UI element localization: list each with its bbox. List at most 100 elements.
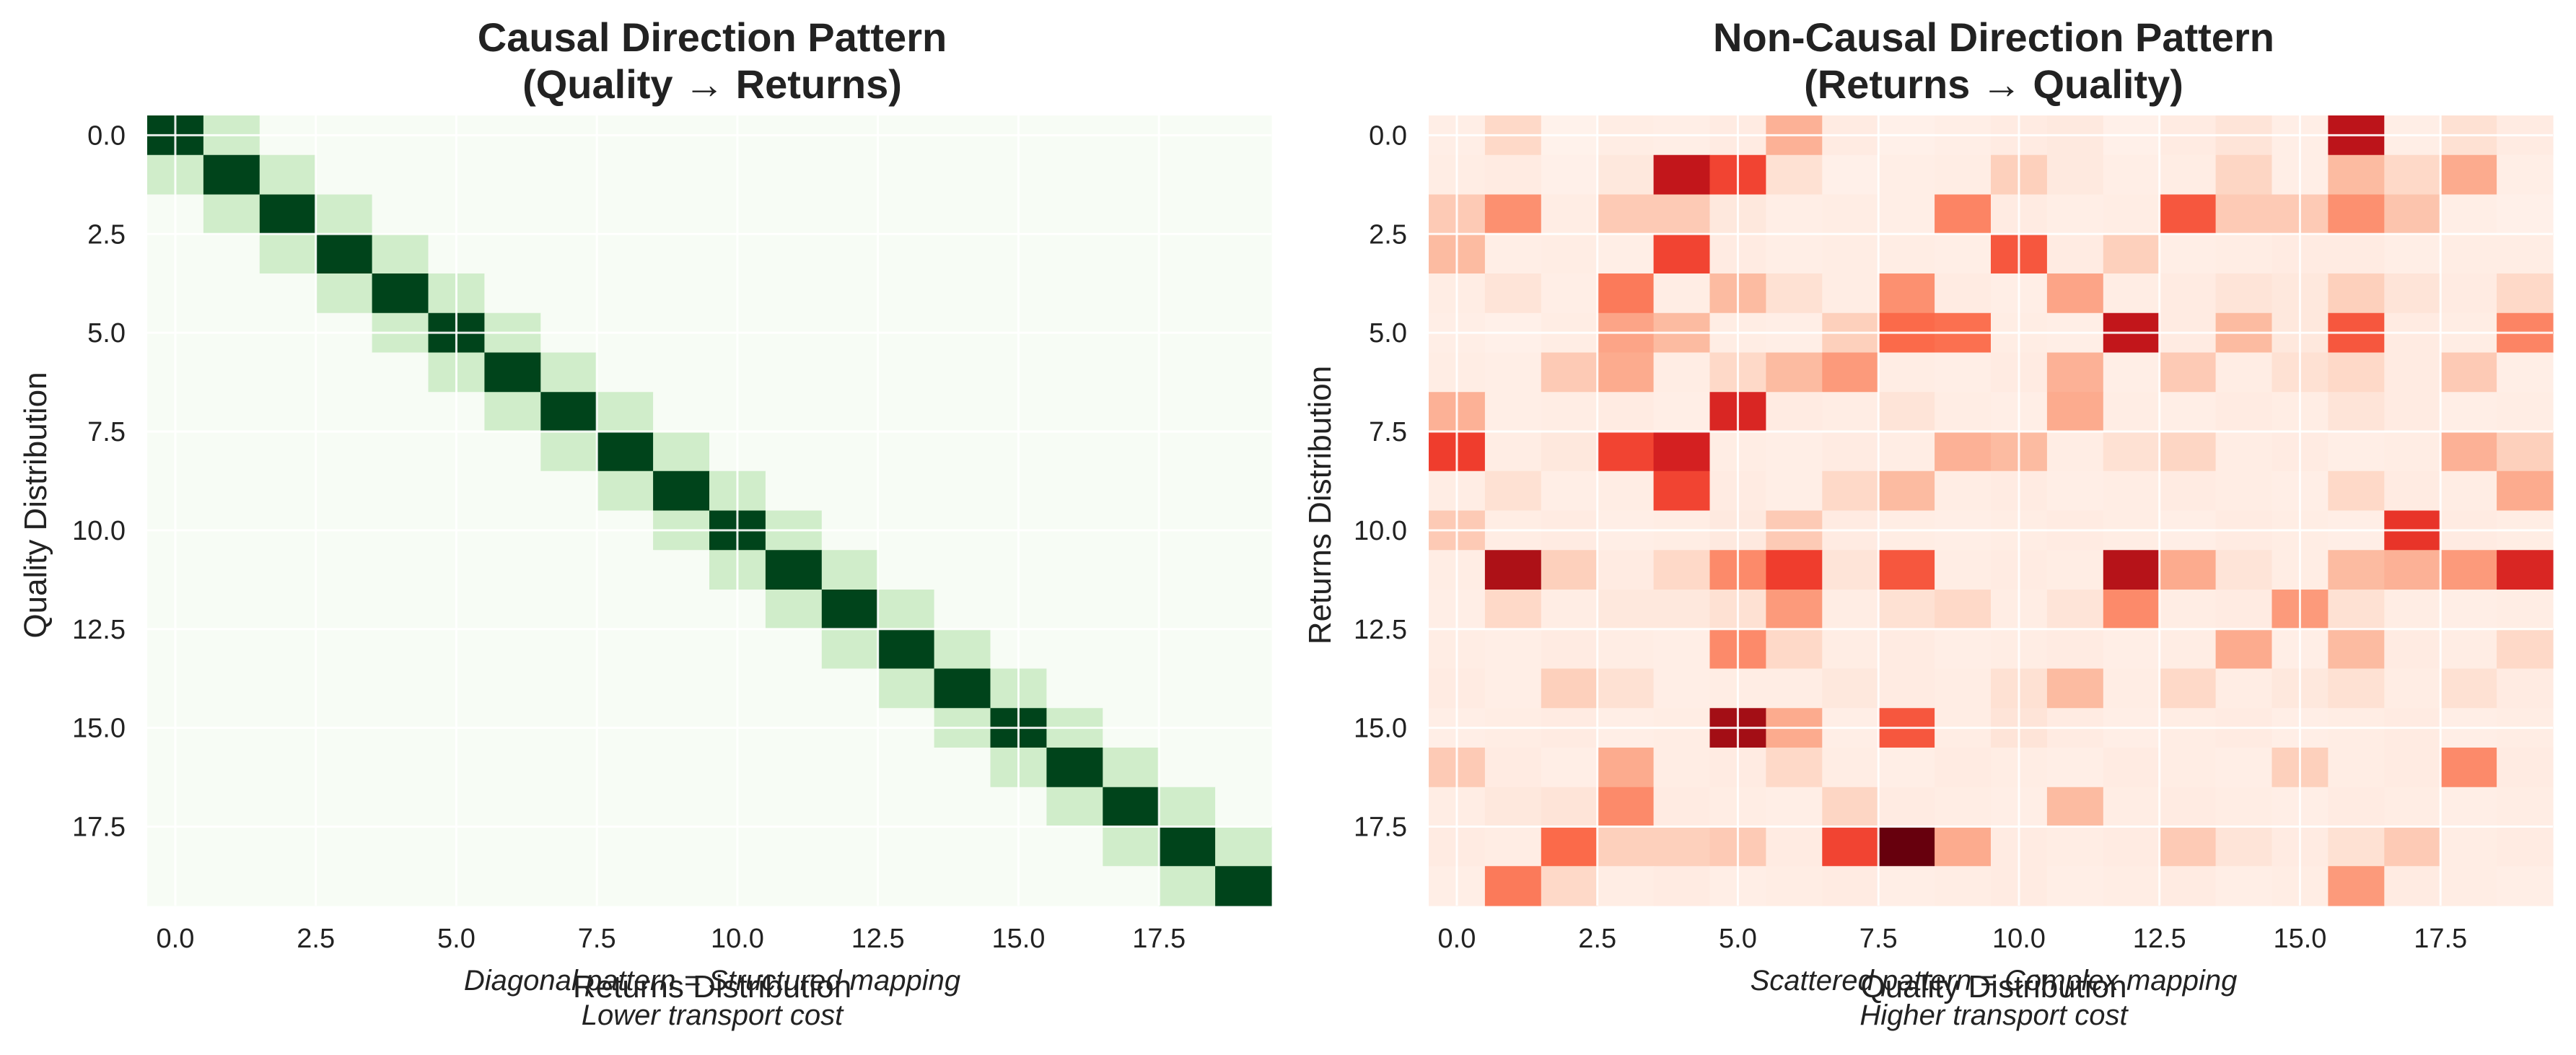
heatmap-cell [1484,748,1542,788]
heatmap-cell [1541,826,1598,867]
heatmap-cell [2384,590,2441,630]
heatmap-cell [1597,273,1655,314]
y-tick-label: 10.0 [1354,516,1407,546]
heatmap-cell [372,234,429,274]
annotation-line-1: Diagonal pattern = Structured mapping [464,965,960,997]
heatmap-cell [1484,273,1542,314]
heatmap-cell [1878,826,1935,867]
heatmap-cell [2497,590,2554,630]
heatmap-cell [2103,432,2160,472]
heatmap-cell [597,470,654,512]
heatmap-cell [1822,787,1879,828]
heatmap-cell [2497,392,2554,432]
heatmap-cell [1484,866,1542,906]
heatmap-cell [1597,787,1655,828]
heatmap-cell [877,748,935,788]
heatmap-cell [934,392,991,432]
heatmap-cell [540,826,597,867]
heatmap-cell [1878,668,1935,709]
heatmap-cell [2103,154,2160,196]
heatmap-cell [484,550,541,590]
heatmap-cell [2159,866,2217,906]
non-causal-heatmap-panel: Non-Causal Direction Pattern (Returns → … [1302,14,2554,1031]
heatmap-cell [1541,392,1598,432]
heatmap-cell [1766,668,1823,709]
heatmap-cell [259,826,317,867]
heatmap-cell [1766,866,1823,906]
heatmap-cell [821,154,879,196]
heatmap-cell [877,787,935,828]
heatmap-cell [372,470,429,512]
heatmap-cell [1935,470,1992,512]
grid-lines [147,115,1271,906]
heatmap-cell [2384,154,2441,196]
heatmap-cell [1935,352,1992,393]
heatmap-cell [1159,352,1216,393]
heatmap-cell [765,866,823,906]
heatmap-cell [1484,234,1542,274]
y-tick-label: 5.0 [87,318,126,349]
heatmap-cell [372,273,429,314]
x-tick-label: 0.0 [1438,924,1476,954]
heatmap-cell [2328,826,2385,867]
heatmap-cell [203,234,260,274]
heatmap-cell [2046,629,2104,670]
heatmap-cell [1046,392,1103,432]
x-tick-label: 0.0 [157,924,195,954]
heatmap-cell [1159,748,1216,788]
heatmap-cell [877,154,935,196]
heatmap-cell [259,629,317,670]
heatmap-cell [2159,590,2217,630]
heatmap-cell [540,273,597,314]
x-tick-label: 2.5 [1578,924,1616,954]
heatmap-cell [1597,668,1655,709]
heatmap-cell [1935,273,1992,314]
heatmap-cell [597,392,654,432]
heatmap-cell [540,748,597,788]
y-tick-label: 10.0 [72,516,126,546]
heatmap-cell [2103,826,2160,867]
heatmap-cell [2328,668,2385,709]
heatmap-cell [2497,550,2554,590]
heatmap-cell [203,432,260,472]
x-tick-label: 7.5 [578,924,616,954]
heatmap-cell [2103,352,2160,393]
heatmap-cell [2384,392,2441,432]
heatmap-cell [1159,154,1216,196]
heatmap-cell [1159,866,1216,906]
x-tick-label: 17.5 [2414,924,2467,954]
heatmap-cell [1935,826,1992,867]
heatmap-cell [1159,550,1216,590]
heatmap-cell [484,432,541,472]
y-tick-label: 12.5 [1354,615,1407,645]
heatmap-cell [934,352,991,393]
heatmap-cell [2440,590,2497,630]
heatmap-cell [2159,668,2217,709]
heatmap-cell [1046,432,1103,472]
heatmap-cell [1935,629,1992,670]
heatmap-cell [484,154,541,196]
heatmap-cell [540,787,597,828]
heatmap-cell [372,432,429,472]
heatmap-cell [1822,550,1879,590]
heatmap-cell [653,234,710,274]
heatmap-cell [540,590,597,630]
heatmap-cell [2215,234,2273,274]
heatmap-cell [1597,748,1655,788]
heatmap-cell [484,787,541,828]
heatmap-cell [2215,273,2273,314]
heatmap-cell [597,234,654,274]
heatmap-cell [1653,748,1711,788]
heatmap-cell [1103,748,1160,788]
heatmap-cell [2159,194,2217,235]
heatmap-cell [1822,154,1879,196]
heatmap-cell [1653,629,1711,670]
heatmap-cell [597,154,654,196]
heatmap-cell [2440,194,2497,235]
heatmap-cell [1878,470,1935,512]
heatmap-cell [653,432,710,472]
chart-title-line-1: Non-Causal Direction Pattern [1713,14,2274,60]
x-tick-labels: 0.0 2.5 5.0 7.5 10.0 12.5 15.0 17.5 [1438,924,2468,954]
heatmap-cell [1103,787,1160,828]
